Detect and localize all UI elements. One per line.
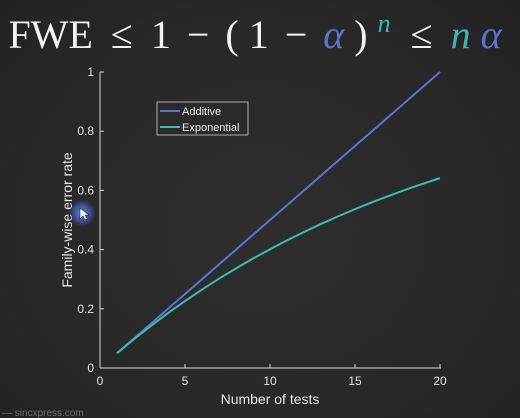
- formula-fwe: FWE: [8, 12, 92, 57]
- x-tick-label: 5: [182, 374, 189, 388]
- formula-open-paren: (: [225, 12, 238, 57]
- series-lines: [116, 71, 441, 354]
- formula-one-inner: 1: [249, 12, 269, 57]
- y-tick-label: 1: [87, 65, 94, 79]
- formula-close-paren: ): [354, 12, 367, 57]
- legend-label-exponential: Exponential: [182, 122, 240, 134]
- cursor-arrow-icon: [79, 207, 90, 221]
- formula-leq-2: ≤: [411, 12, 433, 57]
- x-tick-label: 15: [348, 374, 362, 388]
- series-line-additive: [116, 71, 441, 354]
- x-tick-label: 20: [433, 374, 447, 388]
- formula-minus-inner: −: [285, 12, 308, 57]
- y-tick-label: 0.6: [77, 183, 94, 197]
- y-tick-label: 0.4: [77, 243, 94, 257]
- x-ticks: 0 5 10 15 20: [97, 364, 447, 388]
- legend-label-additive: Additive: [182, 106, 221, 118]
- fwe-formula: FWE ≤ 1 − ( 1 − α ) n ≤ n α: [8, 0, 502, 57]
- mouse-cursor: [68, 199, 96, 227]
- x-axis-label: Number of tests: [221, 391, 320, 407]
- y-ticks: 0 0.2 0.4 0.6 0.8 1: [77, 65, 104, 375]
- formula-n: n: [451, 12, 471, 57]
- watermark: — sincxpress.com: [2, 408, 84, 418]
- x-tick-label: 0: [97, 374, 104, 388]
- formula-exponent-n: n: [378, 9, 391, 38]
- formula-leq: ≤: [111, 12, 133, 57]
- y-tick-label: 0: [87, 361, 94, 375]
- formula-alpha-2: α: [481, 12, 503, 57]
- formula-alpha: α: [323, 12, 345, 57]
- x-tick-label: 10: [263, 374, 277, 388]
- y-axis-label: Family-wise error rate: [59, 152, 75, 288]
- formula-minus: −: [187, 12, 210, 57]
- legend: Additive Exponential: [156, 101, 249, 136]
- legend-box: [156, 101, 249, 136]
- y-tick-label: 0.8: [77, 124, 94, 138]
- y-tick-label: 0.2: [77, 302, 94, 316]
- series-line-exponential: [116, 177, 441, 354]
- formula-one: 1: [151, 12, 171, 57]
